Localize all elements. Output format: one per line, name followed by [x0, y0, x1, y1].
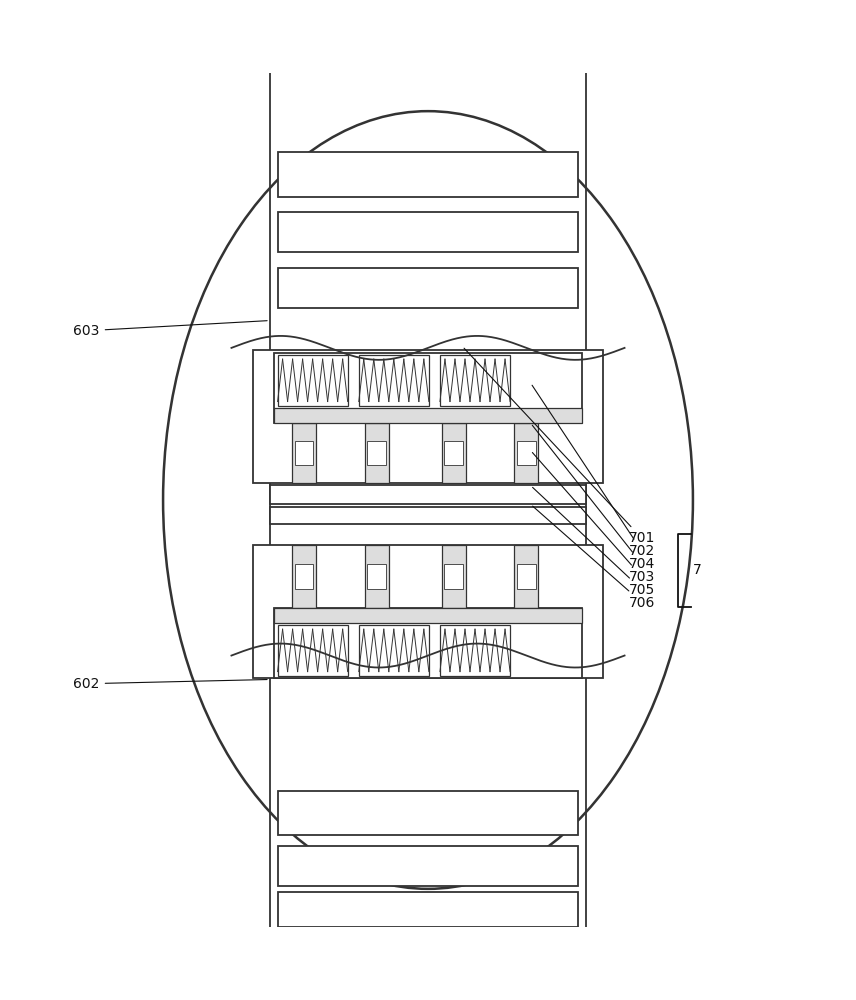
Bar — [253, 545, 603, 678]
Text: 701: 701 — [464, 348, 655, 545]
Bar — [359, 355, 429, 406]
Bar — [517, 564, 536, 589]
Text: 706: 706 — [532, 506, 655, 610]
Bar — [442, 545, 466, 608]
Bar — [444, 564, 463, 589]
Text: 703: 703 — [532, 453, 655, 584]
Bar — [514, 545, 538, 608]
Bar — [514, 423, 538, 483]
Bar — [444, 441, 463, 465]
Bar — [277, 625, 348, 676]
Bar — [278, 152, 578, 197]
Bar — [270, 507, 586, 524]
Text: 702: 702 — [532, 385, 655, 558]
Bar — [367, 564, 386, 589]
Bar — [440, 355, 510, 406]
Bar — [440, 625, 510, 676]
Ellipse shape — [163, 111, 693, 889]
Bar — [278, 268, 578, 308]
Text: 705: 705 — [532, 487, 655, 597]
Bar — [278, 892, 578, 927]
Text: 704: 704 — [532, 425, 655, 571]
Bar — [274, 353, 582, 423]
Bar — [277, 355, 348, 406]
Bar — [278, 212, 578, 252]
Bar — [442, 423, 466, 483]
Text: 7: 7 — [693, 563, 702, 577]
Bar — [365, 423, 389, 483]
Bar — [274, 608, 582, 623]
Bar — [278, 846, 578, 886]
Bar — [292, 423, 316, 483]
Text: 603: 603 — [74, 321, 267, 338]
Text: 602: 602 — [74, 677, 267, 691]
Bar — [274, 408, 582, 423]
Bar — [359, 625, 429, 676]
Bar — [365, 545, 389, 608]
Bar — [278, 791, 578, 835]
Bar — [274, 608, 582, 678]
Bar — [270, 485, 586, 504]
Bar — [253, 350, 603, 483]
Bar — [292, 545, 316, 608]
Bar — [367, 441, 386, 465]
Bar — [294, 564, 313, 589]
Bar — [294, 441, 313, 465]
Bar — [517, 441, 536, 465]
